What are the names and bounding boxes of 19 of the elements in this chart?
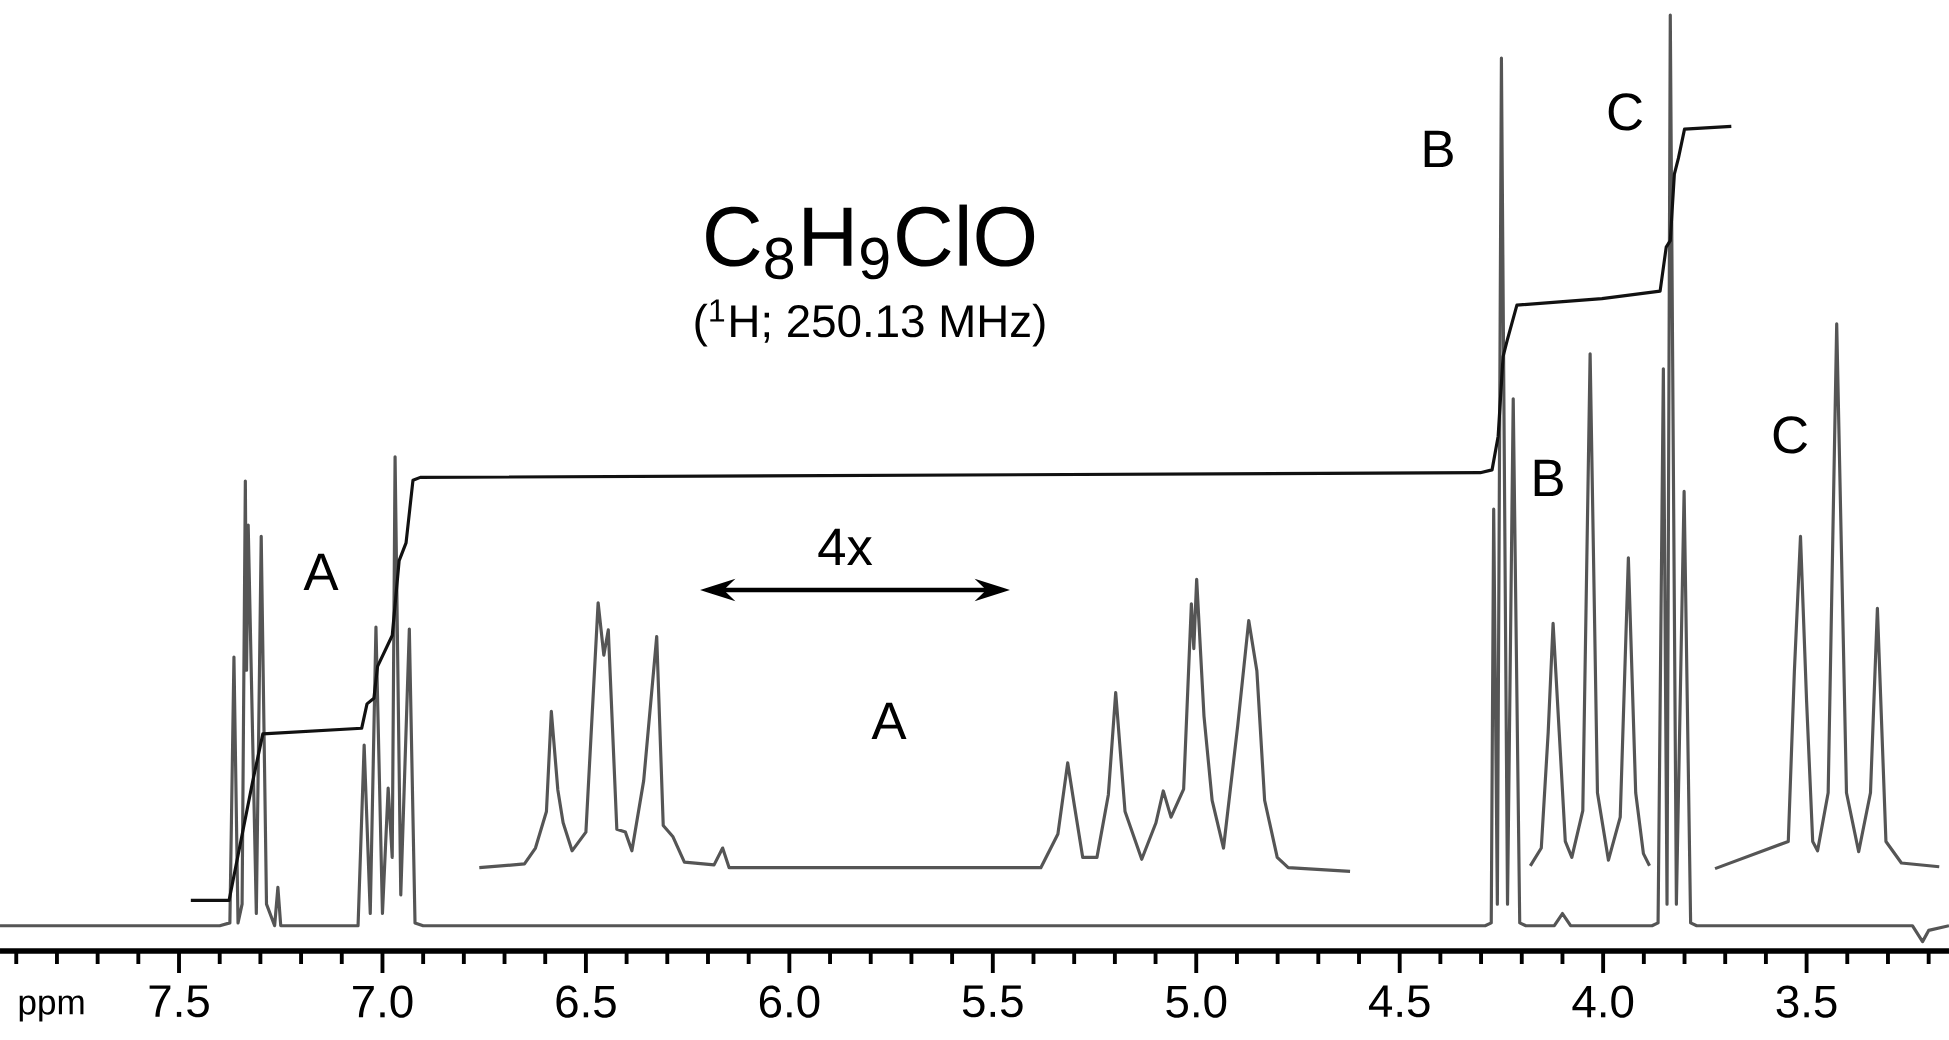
x-tick-label: 5.0 — [1166, 985, 1227, 1018]
annotation: A — [303, 553, 339, 591]
x-tick-label: 6.0 — [759, 985, 820, 1018]
annotation: A — [871, 702, 907, 740]
x-tick-label: 4.0 — [1572, 985, 1634, 1018]
x-tick-label: 7.0 — [353, 985, 413, 1018]
x-axis-title: ppm — [19, 995, 84, 1022]
text: ($^{1}$H; 250.13 MHz) — [695, 299, 1045, 347]
annotation: C — [1773, 416, 1808, 454]
x-tick-label: 3.5 — [1776, 985, 1837, 1018]
annotation: B — [1534, 459, 1563, 497]
annotation: C — [1608, 93, 1643, 131]
x-tick-label: 4.5 — [1368, 985, 1430, 1018]
text: C$_{8}$H$_{9}$ClO — [706, 204, 1035, 280]
x-tick-label: 6.5 — [556, 985, 616, 1018]
x-tick-label: 7.5 — [149, 985, 209, 1018]
x-tick-label: 5.5 — [962, 985, 1023, 1018]
annotation: 4x — [818, 528, 873, 566]
annotation: B — [1424, 130, 1453, 168]
